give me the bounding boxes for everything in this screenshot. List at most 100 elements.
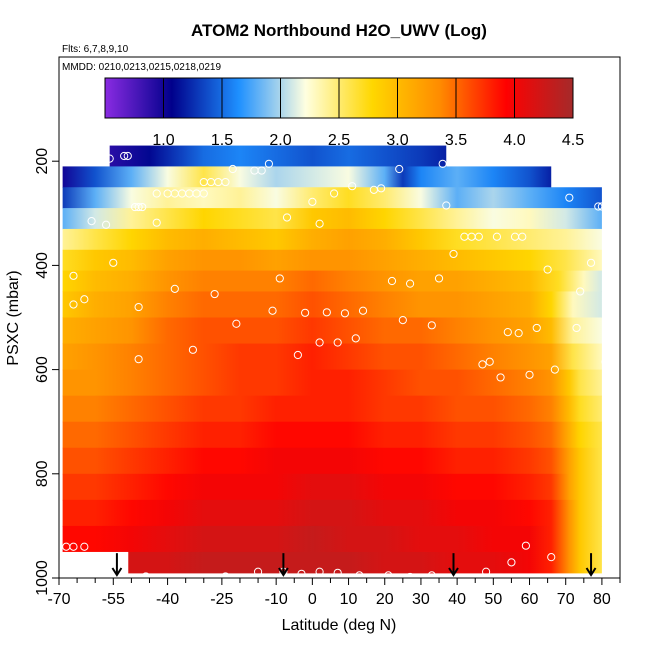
heatmap-band (62, 473, 602, 501)
observation-markers (62, 151, 610, 582)
observation-marker (69, 542, 78, 551)
x-tick-label: -40 (156, 591, 179, 608)
observation-marker (496, 373, 505, 382)
observation-marker (101, 220, 111, 229)
observation-marker (333, 568, 342, 577)
observation-marker (152, 189, 161, 198)
x-tick-label: 60 (521, 591, 539, 608)
heatmap-band (62, 249, 602, 272)
observation-marker (384, 571, 393, 580)
observation-marker (315, 338, 324, 347)
x-tick-label: 40 (448, 591, 466, 608)
observation-marker (293, 350, 302, 360)
x-tick-label: 30 (412, 591, 430, 608)
observation-marker (268, 306, 277, 315)
chart-title: ATOM2 Northbound H2O_UWV (Log) (191, 21, 487, 40)
observation-marker (351, 334, 360, 343)
y-tick-label: 200 (34, 148, 51, 175)
flight-arrow (585, 553, 597, 577)
observation-marker (152, 218, 161, 227)
colorbar-tick-label: 4.0 (503, 132, 525, 149)
observation-marker (87, 217, 96, 226)
observation-marker (532, 323, 541, 333)
colorbar-tick-label: 3.0 (386, 132, 408, 149)
x-tick-label: -10 (265, 591, 288, 608)
colorbar-tick-label: 4.5 (562, 132, 584, 149)
observation-marker (586, 258, 596, 267)
observation-marker (565, 193, 574, 202)
heatmap-band (62, 343, 602, 371)
observation-marker (576, 287, 585, 296)
observation-marker (275, 274, 284, 283)
x-axis: -70 -55 -40 -25 -10 0 10 20 30 40 50 60 70 80 (47, 578, 621, 608)
observation-marker (518, 232, 527, 241)
x-tick-label: -25 (210, 591, 233, 608)
observation-marker (170, 284, 179, 293)
observation-marker (80, 542, 89, 551)
observation-marker (134, 355, 143, 364)
x-tick-label: -55 (102, 591, 125, 608)
colorbar-tick-label: 3.5 (445, 132, 467, 149)
observation-marker (543, 265, 552, 274)
observation-marker (597, 202, 607, 211)
observation-marker (221, 572, 230, 581)
observation-marker (507, 558, 516, 567)
x-tick-label: 20 (376, 591, 394, 608)
observation-marker (141, 572, 150, 581)
observation-marker (228, 164, 237, 174)
observation-marker (550, 365, 559, 374)
heatmap-band (62, 525, 602, 553)
observation-marker (134, 302, 143, 312)
observation-marker (264, 159, 274, 168)
heatmap-band (62, 447, 602, 475)
observation-marker (434, 274, 444, 283)
flight-arrow (448, 553, 459, 577)
flight-arrow-head (585, 567, 597, 577)
y-tick-label: 800 (34, 460, 51, 487)
observation-marker (395, 164, 404, 174)
heatmap-band (62, 317, 602, 345)
observation-marker (572, 323, 581, 333)
x-tick-label: 50 (484, 591, 502, 608)
x-tick-label: 70 (557, 591, 575, 608)
x-tick-label: 10 (340, 591, 358, 608)
colorbar-tick-label: 2.0 (269, 132, 291, 149)
observation-marker (485, 357, 494, 366)
observation-marker (282, 213, 292, 222)
flight-arrows (111, 553, 597, 577)
observation-marker (80, 295, 89, 304)
y-tick-label: 1000 (34, 560, 51, 596)
observation-marker (315, 219, 324, 228)
observation-marker (405, 279, 415, 288)
flight-arrow-head (448, 567, 459, 577)
observation-marker (503, 327, 512, 337)
observation-marker (105, 154, 114, 163)
y-axis-label: PSXC (mbar) (5, 270, 22, 365)
observation-marker (297, 569, 306, 578)
observation-marker (315, 567, 324, 576)
observation-marker (525, 370, 534, 379)
y-tick-label: 600 (34, 356, 51, 383)
heatmap-band (62, 395, 602, 423)
observation-marker (210, 289, 219, 299)
observation-marker (398, 316, 407, 325)
heatmap-band (62, 551, 602, 574)
y-axis: 200 400 600 800 1000 (34, 148, 59, 596)
flights-label: Flts: 6,7,8,9,10 (62, 44, 129, 55)
observation-marker (492, 232, 502, 241)
x-axis-label: Latitude (deg N) (282, 617, 397, 634)
observation-marker (138, 202, 147, 212)
flight-arrow (111, 553, 123, 577)
observation-marker (387, 276, 397, 286)
colorbar-tick-label: 1.0 (152, 132, 174, 149)
observation-marker (199, 189, 208, 198)
heatmap-band (62, 421, 602, 449)
observation-marker (547, 553, 556, 562)
colorbar-ticks: 1.0 1.5 2.0 2.5 3.0 3.5 4.0 4.5 (152, 78, 584, 149)
observation-marker (427, 571, 436, 580)
observation-marker (449, 249, 458, 259)
x-tick-label: 80 (593, 591, 611, 608)
observation-marker (232, 319, 241, 328)
observation-marker (322, 308, 331, 317)
